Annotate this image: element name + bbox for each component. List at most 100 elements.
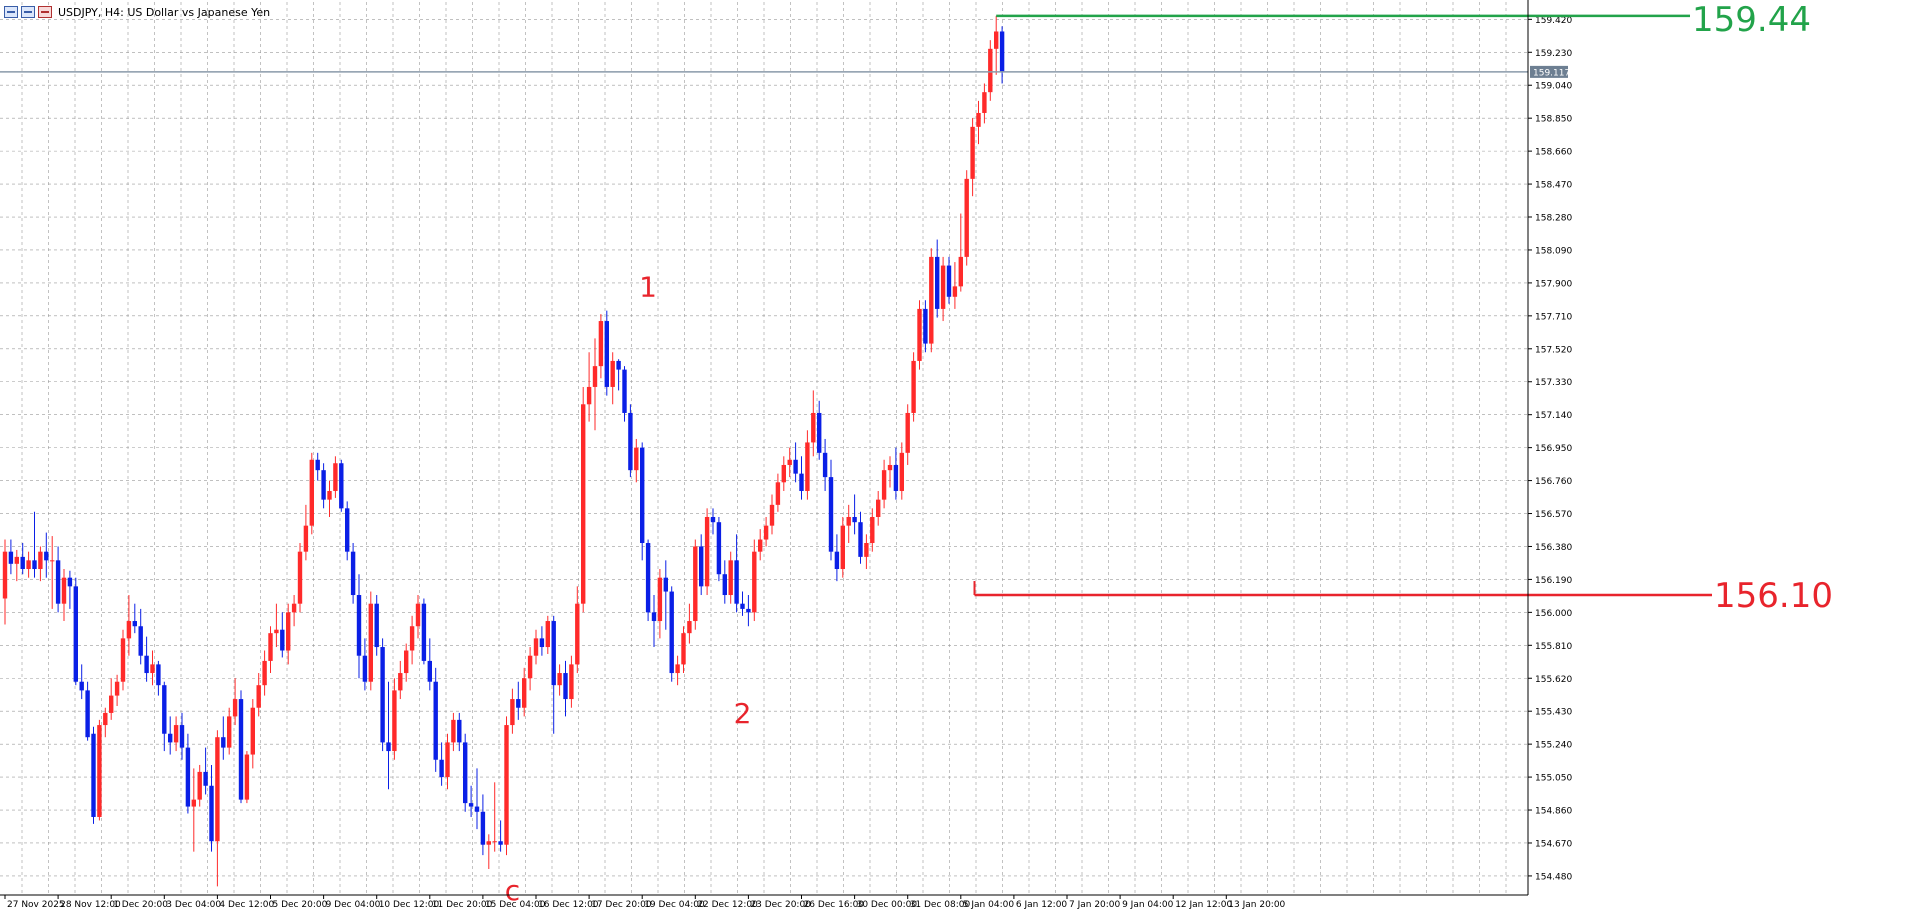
candle-body [427,660,432,682]
candle-body [935,256,940,309]
candle-body [415,603,421,627]
candle-body [345,508,350,552]
candle-body [763,525,769,540]
candle-body [752,551,757,613]
candle-body [439,759,444,778]
x-tick-label: 6 Jan 12:00 [1016,900,1068,910]
candle-body [545,621,550,648]
candle-body [268,633,273,661]
y-tick-label: 155.620 [1535,675,1572,685]
candle-body [14,556,19,564]
close-window-icon[interactable] [38,6,52,18]
candle-body [563,673,568,700]
candle-body [793,459,798,474]
candle-body [44,551,49,561]
y-tick-label: 157.900 [1535,279,1572,289]
candle-body [480,811,486,845]
x-tick-label: 1 Dec 20:00 [113,900,168,910]
candle-body [404,650,409,674]
candle-body [858,522,863,557]
x-tick-label: 22 Dec 12:00 [697,900,758,910]
candle-body [557,673,562,686]
x-tick-label: 3 Dec 04:00 [166,900,221,910]
candle-body [994,31,999,49]
candle-body [150,664,155,674]
candle-body [746,608,751,613]
y-tick-label: 156.570 [1535,510,1572,520]
candle-body [728,560,733,596]
x-tick-label: 15 Dec 04:00 [485,900,546,910]
y-tick-label: 156.190 [1535,576,1572,586]
candle-body [958,256,963,287]
x-tick-label: 30 Dec 00:00 [857,900,918,910]
candle-body [917,308,922,361]
candle-body [91,733,96,817]
candle-body [32,560,37,570]
candle-body [781,464,786,483]
candle-body [805,442,810,491]
x-tick-label: 5 Dec 20:00 [273,900,328,910]
candle-body [769,504,775,526]
candle-body [79,681,84,691]
candle-body [828,477,834,552]
y-tick-label: 159.420 [1535,16,1572,26]
candle-body [817,412,822,453]
candle-body [232,699,238,717]
candle-body [681,633,686,665]
candle-body [840,525,845,570]
candle-body [26,560,31,570]
candle-body [156,664,161,686]
candle-body [811,412,816,443]
current-price-label: 159.117 [1533,68,1570,78]
candle-body [291,603,297,613]
candle-body [297,551,303,604]
candle-body [38,551,43,570]
x-tick-label: 23 Dec 20:00 [750,900,811,910]
candle-body [734,560,739,604]
candle-body [651,612,657,622]
candle-body [262,660,267,686]
x-tick-label: 9 Jan 04:00 [1122,900,1174,910]
chart-window-icon[interactable] [4,6,18,18]
candle-body [592,366,598,387]
x-tick-label: 13 Jan 20:00 [1228,900,1285,910]
candle-body [421,603,427,661]
x-tick-label: 27 Nov 2025 [7,900,65,910]
candle-body [822,452,828,478]
candle-body [716,522,722,575]
candle-body [522,678,527,708]
x-tick-label: 11 Dec 20:00 [432,900,493,910]
candle-body [144,655,149,674]
candle-body [274,629,279,634]
candle-body [474,806,480,812]
candle-body [392,690,397,752]
candle-body [533,638,539,656]
y-tick-label: 157.520 [1535,345,1572,355]
candle-body [982,92,987,113]
candle-body [881,470,887,500]
candle-body [999,31,1005,72]
maximize-window-icon[interactable] [21,6,35,18]
candle-body [669,591,674,674]
price-levels: 159.117 159.44 156.10 [0,0,1833,616]
candle-body [374,603,379,648]
wave-label: 2 [734,697,752,730]
x-tick-label: 5 Jan 04:00 [963,900,1015,910]
candle-body [120,638,126,682]
candle-body [197,771,202,800]
x-tick-label: 12 Jan 12:00 [1175,900,1232,910]
grid-lines [0,2,1528,895]
candle-body [132,621,137,627]
candle-body [622,369,627,413]
candle-body [191,799,196,807]
candle-body [722,574,727,596]
candle-body [67,577,73,587]
y-tick-label: 156.380 [1535,543,1572,553]
candle-body [740,603,745,609]
y-tick-label: 159.040 [1535,82,1572,92]
candle-body [445,742,450,778]
y-tick-label: 158.280 [1535,214,1572,224]
wave-labels: 1 2 c [505,270,752,906]
